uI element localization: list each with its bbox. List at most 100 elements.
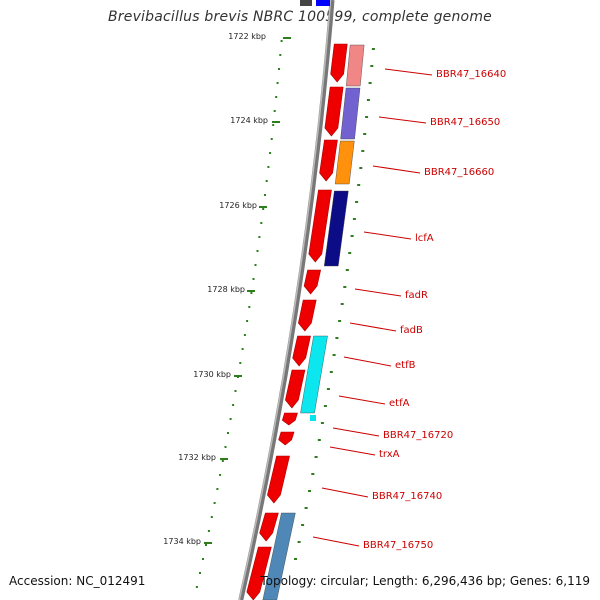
forward-gene-arrow — [308, 189, 332, 263]
scale-ticks — [195, 37, 375, 588]
gene-label-bbr47-16650[interactable]: BBR47_16650 — [430, 117, 500, 128]
scale-dot — [202, 558, 204, 560]
scale-dot — [243, 334, 246, 336]
outer-tick — [335, 337, 339, 339]
outer-tick — [359, 167, 363, 169]
scale-dot — [276, 82, 279, 84]
scale-dot — [273, 110, 276, 112]
outer-tick — [357, 184, 361, 186]
outer-tick — [348, 252, 352, 254]
outer-tick — [355, 201, 359, 203]
gene-label-etfb[interactable]: etfB — [395, 360, 416, 371]
scale-dot — [265, 180, 268, 182]
outer-tick — [370, 65, 374, 67]
outer-tick — [343, 286, 347, 288]
major-tick — [259, 206, 267, 208]
outer-tick — [308, 490, 311, 492]
scale-dot — [270, 138, 273, 140]
scale-dot — [219, 474, 222, 476]
feature-block — [324, 190, 349, 267]
leader-line — [349, 322, 397, 332]
major-tick — [283, 37, 291, 39]
scale-dot — [199, 572, 201, 574]
forward-gene-arrow — [298, 299, 317, 332]
scale-label: 1726 kbp — [219, 201, 257, 210]
feature-block — [334, 140, 355, 185]
scale-label: 1730 kbp — [193, 370, 231, 379]
scale-dot — [213, 502, 216, 504]
scale-label: 1734 kbp — [163, 537, 201, 546]
scale-label: 1722 kbp — [228, 32, 266, 41]
leader-line — [332, 427, 380, 437]
scale-dot — [267, 166, 270, 168]
forward-gene-arrow — [303, 269, 322, 295]
outer-tick — [294, 558, 297, 560]
scale-label: 1732 kbp — [178, 453, 216, 462]
outer-tick — [352, 218, 356, 220]
scale-dot — [241, 348, 244, 350]
forward-gene-arrow — [330, 43, 348, 83]
outer-tick — [301, 524, 305, 526]
scale-dot — [254, 264, 257, 266]
gene-label-bbr47-16660[interactable]: BBR47_16660 — [424, 167, 494, 178]
scale-dot — [280, 40, 283, 42]
forward-gene-arrow — [292, 335, 311, 367]
outer-tick — [320, 422, 324, 424]
gene-label-lcfa[interactable]: lcfA — [415, 233, 434, 244]
leader-line — [343, 356, 392, 367]
scale-dot — [232, 404, 235, 406]
feature-block — [300, 335, 328, 414]
gene-label-fadb[interactable]: fadB — [400, 325, 423, 336]
feature-track — [262, 0, 365, 600]
scale-dot — [260, 222, 263, 224]
forward-gene-arrow — [324, 86, 344, 137]
leader-line — [384, 68, 433, 76]
outer-tick — [329, 371, 333, 373]
major-tick — [272, 121, 280, 123]
feature-block — [340, 87, 361, 140]
scale-dot — [269, 152, 272, 154]
forward-gene-arrow — [278, 431, 295, 446]
gene-label-etfa[interactable]: etfA — [389, 398, 410, 409]
scale-dot — [250, 292, 253, 294]
leader-line — [378, 116, 427, 124]
scale-dot — [205, 544, 207, 546]
scale-dot — [246, 320, 249, 322]
outer-tick — [311, 473, 315, 475]
scale-dot — [195, 586, 198, 588]
scale-dot — [248, 306, 251, 308]
backbone-highlight — [238, 0, 332, 600]
outer-tick — [323, 405, 327, 407]
outer-tick — [304, 507, 308, 509]
outer-tick — [350, 235, 354, 237]
leader-line — [372, 165, 421, 174]
scale-dot — [264, 194, 266, 196]
scale-label: 1724 kbp — [230, 116, 268, 125]
leader-line — [354, 288, 402, 297]
outer-tick — [340, 303, 344, 305]
major-tick — [247, 290, 255, 292]
gene-label-trxa[interactable]: trxA — [379, 449, 400, 460]
scale-dot — [229, 418, 232, 420]
feature-fragment — [310, 415, 316, 421]
gene-label-bbr47-16750[interactable]: BBR47_16750 — [363, 540, 433, 551]
gene-label-fadr[interactable]: fadR — [405, 290, 428, 301]
outer-tick — [326, 388, 330, 390]
scale-dot — [234, 390, 237, 392]
major-tick — [234, 375, 242, 377]
gene-label-bbr47-16740[interactable]: BBR47_16740 — [372, 491, 442, 502]
scale-dot — [275, 96, 278, 98]
scale-dot — [252, 278, 255, 280]
outer-tick — [363, 133, 367, 135]
gene-label-bbr47-16720[interactable]: BBR47_16720 — [383, 430, 453, 441]
outer-tick — [338, 320, 342, 322]
leader-line — [329, 446, 376, 456]
feature-top-gray — [300, 0, 312, 6]
gene-label-bbr47-16640[interactable]: BBR47_16640 — [436, 69, 506, 80]
scale-label: 1728 kbp — [207, 285, 245, 294]
scale-dot — [216, 488, 219, 490]
leader-line — [321, 487, 369, 498]
outer-tick — [368, 82, 372, 84]
outer-tick — [297, 541, 301, 543]
